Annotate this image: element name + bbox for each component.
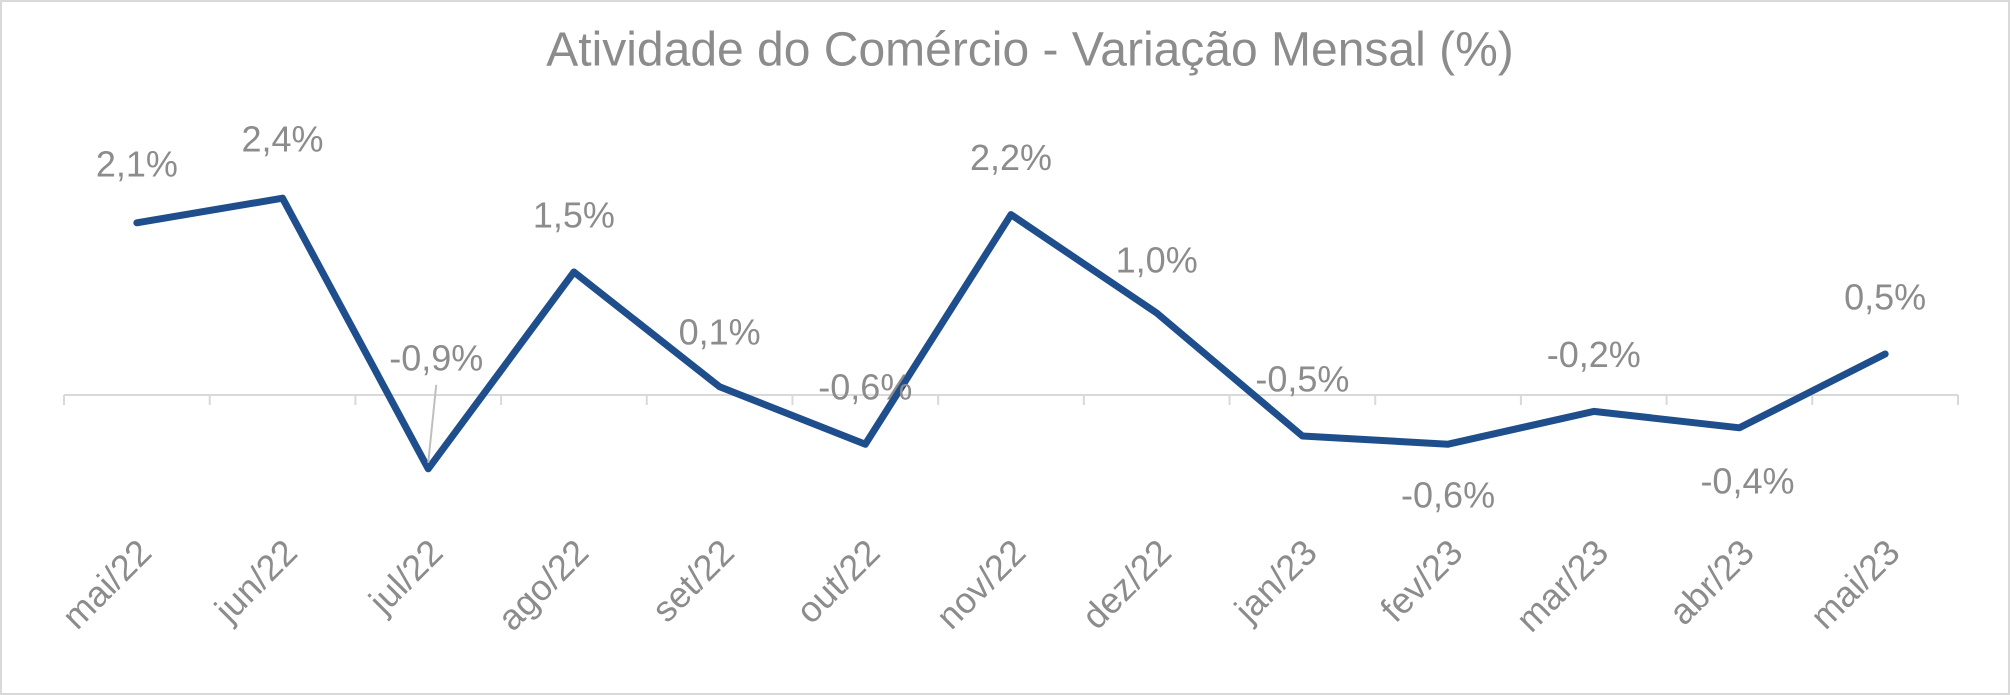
- data-label: 2,2%: [970, 137, 1052, 178]
- data-label: 1,5%: [533, 195, 615, 236]
- series-line: [133, 194, 1889, 473]
- data-label: 0,1%: [679, 311, 761, 352]
- data-label: -0,6%: [1401, 475, 1495, 516]
- chart-title: Atividade do Comércio - Variação Mensal …: [546, 24, 1514, 77]
- data-label: 2,1%: [96, 143, 178, 184]
- leader-line: [427, 384, 438, 463]
- data-label: -0,9%: [389, 337, 483, 378]
- data-label: -0,2%: [1547, 334, 1641, 375]
- data-label: -0,6%: [818, 367, 912, 408]
- data-label: -0,5%: [1255, 359, 1349, 400]
- data-label: 0,5%: [1844, 277, 1926, 318]
- data-label: 2,4%: [242, 119, 324, 160]
- data-label: -0,4%: [1700, 460, 1794, 501]
- data-label: 1,0%: [1116, 240, 1198, 281]
